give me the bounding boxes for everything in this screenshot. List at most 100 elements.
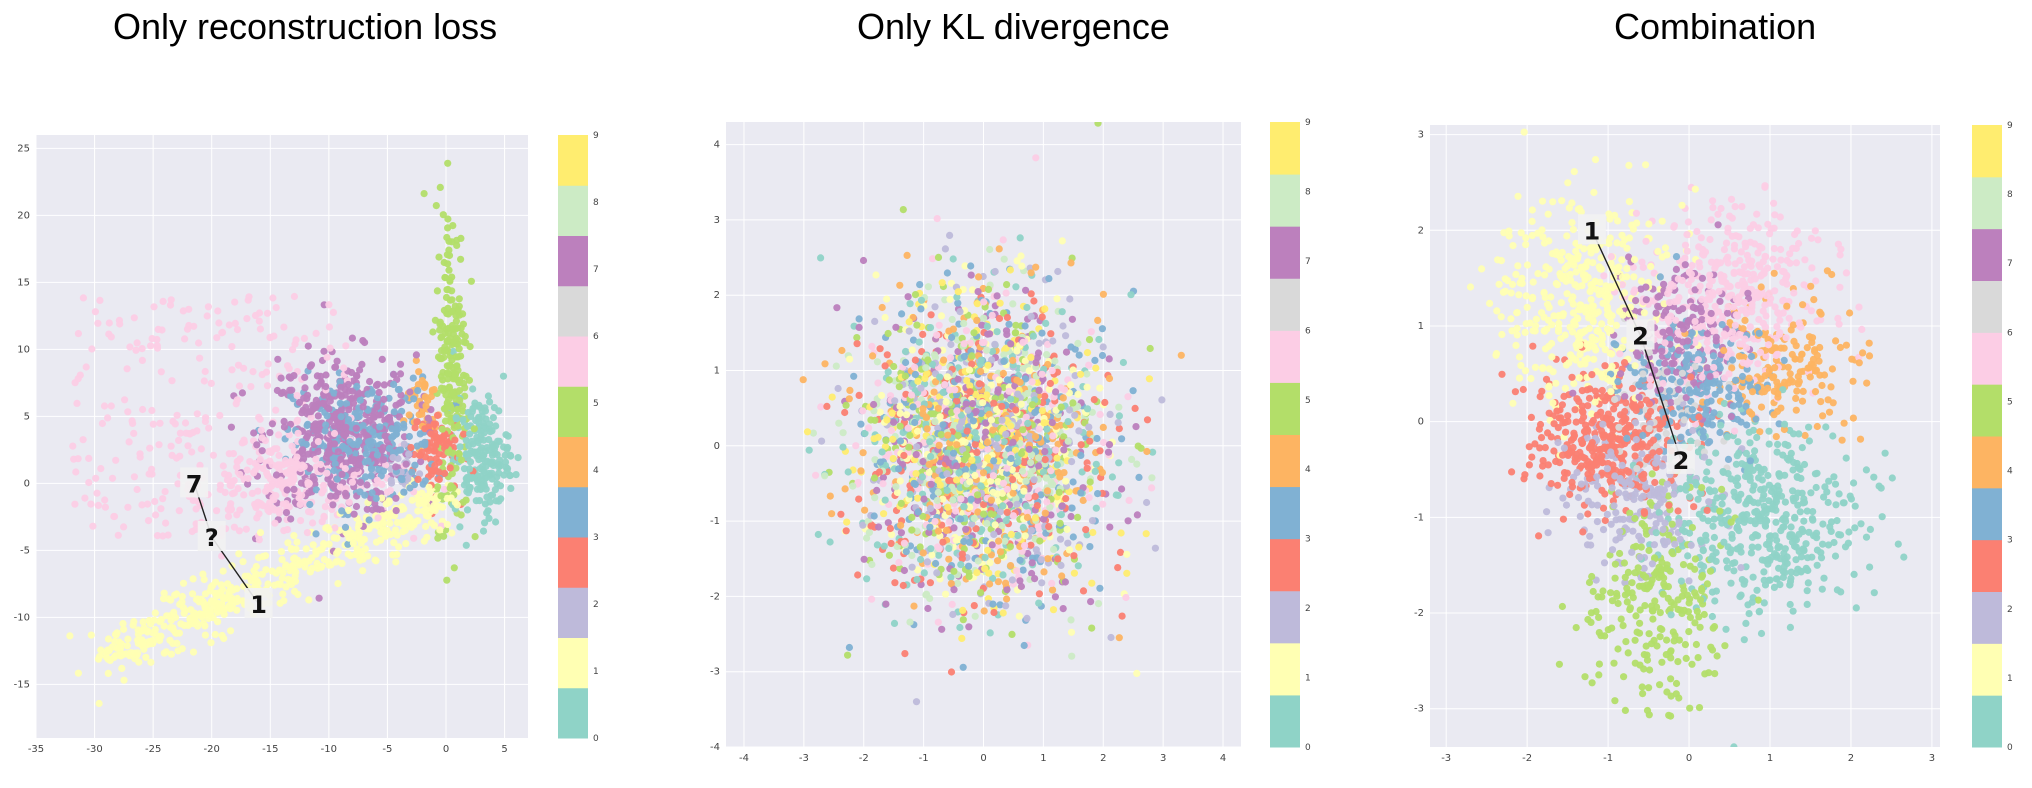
data-point bbox=[256, 325, 264, 333]
data-point bbox=[906, 490, 914, 498]
data-point bbox=[203, 312, 211, 320]
data-point bbox=[883, 351, 891, 359]
data-point bbox=[891, 397, 899, 405]
data-point bbox=[270, 496, 278, 504]
data-point bbox=[833, 304, 841, 312]
data-point bbox=[1045, 523, 1053, 531]
data-point bbox=[485, 514, 493, 523]
data-point bbox=[966, 388, 974, 396]
data-point bbox=[436, 354, 444, 363]
data-point bbox=[1082, 526, 1090, 534]
data-point bbox=[349, 539, 357, 547]
data-point bbox=[312, 455, 320, 463]
data-point bbox=[219, 567, 227, 575]
data-point bbox=[336, 483, 344, 491]
data-point bbox=[507, 484, 515, 492]
data-point bbox=[838, 346, 846, 355]
data-point bbox=[378, 355, 386, 363]
data-point bbox=[1007, 454, 1015, 463]
data-point bbox=[957, 561, 965, 569]
data-point bbox=[489, 414, 497, 422]
data-point bbox=[918, 473, 927, 481]
data-point bbox=[393, 531, 401, 539]
data-point bbox=[980, 500, 988, 509]
data-point bbox=[393, 550, 401, 559]
y-tick-label: 15 bbox=[17, 277, 30, 288]
data-point bbox=[74, 330, 82, 338]
data-point bbox=[928, 551, 936, 559]
data-point bbox=[329, 501, 337, 509]
data-point bbox=[1035, 525, 1043, 533]
data-point bbox=[389, 454, 397, 462]
data-point bbox=[1094, 600, 1103, 608]
data-point bbox=[991, 340, 999, 348]
data-point bbox=[453, 405, 461, 413]
data-point bbox=[868, 560, 876, 569]
data-point bbox=[912, 470, 920, 478]
data-point bbox=[418, 377, 426, 385]
data-point bbox=[427, 467, 435, 475]
annotation-label: ? bbox=[205, 524, 219, 552]
data-point bbox=[282, 563, 290, 571]
data-point bbox=[895, 558, 903, 567]
data-point bbox=[984, 546, 992, 554]
data-point bbox=[1070, 552, 1078, 560]
data-point bbox=[908, 513, 916, 522]
data-point bbox=[920, 569, 928, 577]
data-point bbox=[930, 351, 939, 359]
data-point bbox=[1068, 652, 1076, 660]
data-point bbox=[994, 445, 1002, 453]
data-point bbox=[422, 402, 430, 410]
data-point bbox=[954, 348, 962, 356]
data-point bbox=[1043, 498, 1051, 506]
x-tick-label: 3 bbox=[1160, 753, 1166, 764]
data-point bbox=[867, 416, 875, 424]
data-point bbox=[1055, 488, 1063, 496]
data-point bbox=[369, 413, 377, 421]
data-point bbox=[201, 631, 209, 639]
data-point bbox=[106, 656, 114, 664]
data-point bbox=[355, 437, 363, 445]
data-point bbox=[932, 378, 940, 386]
data-point bbox=[200, 575, 208, 584]
data-point bbox=[119, 620, 127, 628]
data-point bbox=[430, 501, 438, 510]
data-point bbox=[1088, 624, 1096, 632]
data-point bbox=[277, 479, 285, 488]
data-point bbox=[969, 400, 977, 408]
data-point bbox=[480, 429, 488, 437]
data-point bbox=[364, 390, 372, 398]
data-point bbox=[1091, 356, 1099, 364]
x-tick-label: -5 bbox=[382, 744, 392, 755]
data-point bbox=[1003, 586, 1011, 594]
data-point bbox=[136, 453, 144, 461]
colorbar-segment bbox=[558, 185, 588, 236]
data-point bbox=[1095, 335, 1103, 344]
data-point bbox=[160, 589, 168, 597]
y-tick-label: -1 bbox=[710, 516, 720, 527]
data-point bbox=[244, 480, 252, 488]
data-point bbox=[1142, 530, 1150, 538]
data-point bbox=[906, 618, 914, 626]
data-point bbox=[325, 405, 333, 413]
data-point bbox=[899, 206, 907, 214]
data-point bbox=[96, 296, 104, 304]
data-point bbox=[1057, 403, 1065, 411]
data-point bbox=[1024, 549, 1032, 558]
data-point bbox=[250, 429, 258, 437]
data-point bbox=[236, 506, 244, 514]
data-point bbox=[1012, 406, 1020, 414]
data-point bbox=[892, 323, 900, 331]
data-point bbox=[1012, 495, 1020, 503]
data-point bbox=[290, 475, 298, 483]
data-point bbox=[1064, 437, 1072, 445]
data-point bbox=[1041, 448, 1049, 456]
data-point bbox=[954, 375, 962, 383]
data-point bbox=[1028, 378, 1036, 386]
data-point bbox=[105, 319, 113, 327]
data-point bbox=[481, 519, 489, 527]
data-point bbox=[229, 450, 237, 458]
data-point bbox=[870, 474, 879, 482]
data-point bbox=[414, 507, 422, 515]
data-point bbox=[449, 347, 457, 356]
